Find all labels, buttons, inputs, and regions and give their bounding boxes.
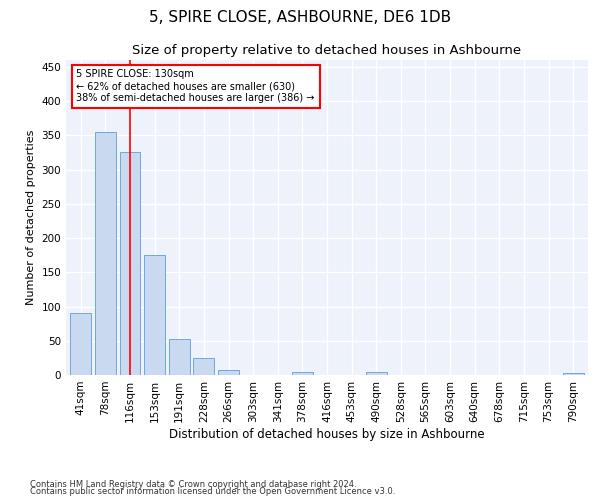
Bar	[144, 255, 165, 375]
Bar	[366, 372, 387, 375]
Bar	[292, 372, 313, 375]
Bar	[70, 314, 91, 375]
Text: 5 SPIRE CLOSE: 130sqm
← 62% of detached houses are smaller (630)
38% of semi-det: 5 SPIRE CLOSE: 130sqm ← 62% of detached …	[76, 70, 315, 102]
Text: 5, SPIRE CLOSE, ASHBOURNE, DE6 1DB: 5, SPIRE CLOSE, ASHBOURNE, DE6 1DB	[149, 10, 451, 25]
Text: Contains HM Land Registry data © Crown copyright and database right 2024.: Contains HM Land Registry data © Crown c…	[30, 480, 356, 489]
X-axis label: Distribution of detached houses by size in Ashbourne: Distribution of detached houses by size …	[169, 428, 485, 440]
Bar	[218, 370, 239, 375]
Bar	[119, 152, 140, 375]
Bar	[193, 358, 214, 375]
Bar	[169, 340, 190, 375]
Y-axis label: Number of detached properties: Number of detached properties	[26, 130, 36, 305]
Title: Size of property relative to detached houses in Ashbourne: Size of property relative to detached ho…	[133, 44, 521, 58]
Text: Contains public sector information licensed under the Open Government Licence v3: Contains public sector information licen…	[30, 487, 395, 496]
Bar	[95, 132, 116, 375]
Bar	[563, 373, 584, 375]
